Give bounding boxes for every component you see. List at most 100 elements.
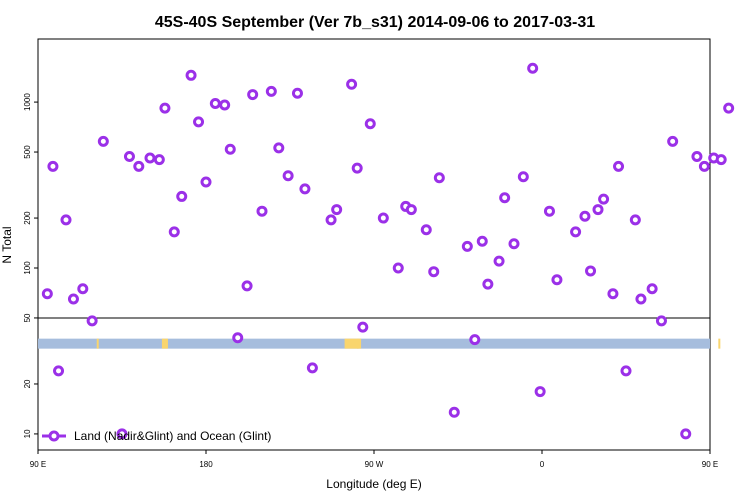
data-point	[53, 365, 65, 377]
data-point	[420, 224, 432, 236]
data-point	[469, 334, 481, 346]
y-tick-label: 20	[23, 379, 32, 388]
data-point	[680, 428, 692, 440]
y-tick-label: 50	[23, 313, 32, 322]
data-point	[224, 143, 236, 155]
data-point	[282, 170, 294, 182]
data-point	[200, 176, 212, 188]
data-point	[325, 214, 337, 226]
x-tick-label: 90 E	[30, 460, 46, 469]
data-point	[667, 135, 679, 147]
y-tick-label: 500	[23, 145, 32, 159]
land-segment	[357, 338, 362, 349]
data-point	[144, 152, 156, 164]
data-point	[306, 362, 318, 374]
data-point	[461, 240, 473, 252]
data-point	[598, 193, 610, 205]
data-point	[493, 255, 505, 267]
data-point	[97, 135, 109, 147]
data-points	[41, 62, 735, 440]
land-segment	[344, 338, 359, 349]
data-point	[364, 118, 376, 130]
data-point	[620, 365, 632, 377]
land-segment	[161, 338, 168, 349]
data-point	[273, 142, 285, 154]
data-point	[159, 102, 171, 114]
data-point	[607, 288, 619, 300]
data-point	[698, 160, 710, 172]
data-point	[86, 315, 98, 327]
y-tick-label: 10	[23, 429, 32, 438]
land-segment	[718, 338, 721, 349]
data-point	[534, 386, 546, 398]
x-axis-label: Longitude (deg E)	[326, 477, 421, 491]
data-point	[209, 98, 221, 110]
legend: Land (Nadir&Glint) and Ocean (Glint)	[42, 429, 271, 443]
legend-marker	[48, 430, 60, 442]
data-point	[499, 192, 511, 204]
data-point	[508, 238, 520, 250]
data-point	[291, 87, 303, 99]
data-point	[543, 205, 555, 217]
data-point	[357, 321, 369, 333]
data-point	[579, 210, 591, 222]
data-point	[392, 262, 404, 274]
data-point	[247, 89, 259, 101]
y-tick-label: 1000	[23, 93, 32, 111]
y-axis: 10 20 50 100 200 500 1000	[23, 93, 38, 438]
data-point	[256, 205, 268, 217]
data-point	[219, 99, 231, 111]
data-point	[232, 332, 244, 344]
x-tick-label: 180	[199, 460, 213, 469]
data-point	[527, 62, 539, 74]
data-point	[646, 283, 658, 295]
data-point	[77, 283, 89, 295]
data-point	[241, 280, 253, 292]
data-point	[60, 214, 72, 226]
data-point	[482, 278, 494, 290]
x-axis: 90 E 180 90 W 0 90 E	[30, 450, 718, 469]
data-point	[123, 150, 135, 162]
data-point	[723, 102, 735, 114]
data-point	[613, 160, 625, 172]
chart-title: 45S-40S September (Ver 7b_s31) 2014-09-0…	[155, 14, 595, 31]
data-point	[551, 274, 563, 286]
x-tick-label: 0	[540, 460, 545, 469]
y-tick-label: 100	[23, 261, 32, 275]
data-point	[448, 406, 460, 418]
data-point	[635, 293, 647, 305]
legend-label: Land (Nadir&Glint) and Ocean (Glint)	[74, 429, 271, 443]
data-point	[629, 214, 641, 226]
data-point	[193, 116, 205, 128]
land-segment	[96, 338, 99, 349]
plot-frame	[37, 38, 711, 451]
data-point	[67, 293, 79, 305]
data-point	[585, 265, 597, 277]
data-point	[331, 204, 343, 216]
data-point	[116, 428, 128, 440]
ocean-band	[38, 338, 710, 349]
data-point	[153, 154, 165, 166]
data-point	[346, 78, 358, 90]
data-point	[592, 204, 604, 216]
data-point	[351, 162, 363, 174]
data-point	[715, 154, 727, 166]
data-point	[476, 235, 488, 247]
data-point	[133, 160, 145, 172]
data-point	[47, 160, 59, 172]
y-tick-label: 200	[23, 211, 32, 225]
data-point	[265, 85, 277, 97]
data-point	[655, 315, 667, 327]
data-point	[433, 172, 445, 184]
data-point	[41, 288, 53, 300]
land-ocean-strip	[38, 338, 721, 349]
x-tick-label: 90 W	[365, 460, 384, 469]
data-point	[405, 204, 417, 216]
data-point	[299, 183, 311, 195]
data-point	[428, 266, 440, 278]
data-point	[570, 226, 582, 238]
data-point	[377, 212, 389, 224]
data-point	[691, 150, 703, 162]
data-point	[185, 69, 197, 81]
